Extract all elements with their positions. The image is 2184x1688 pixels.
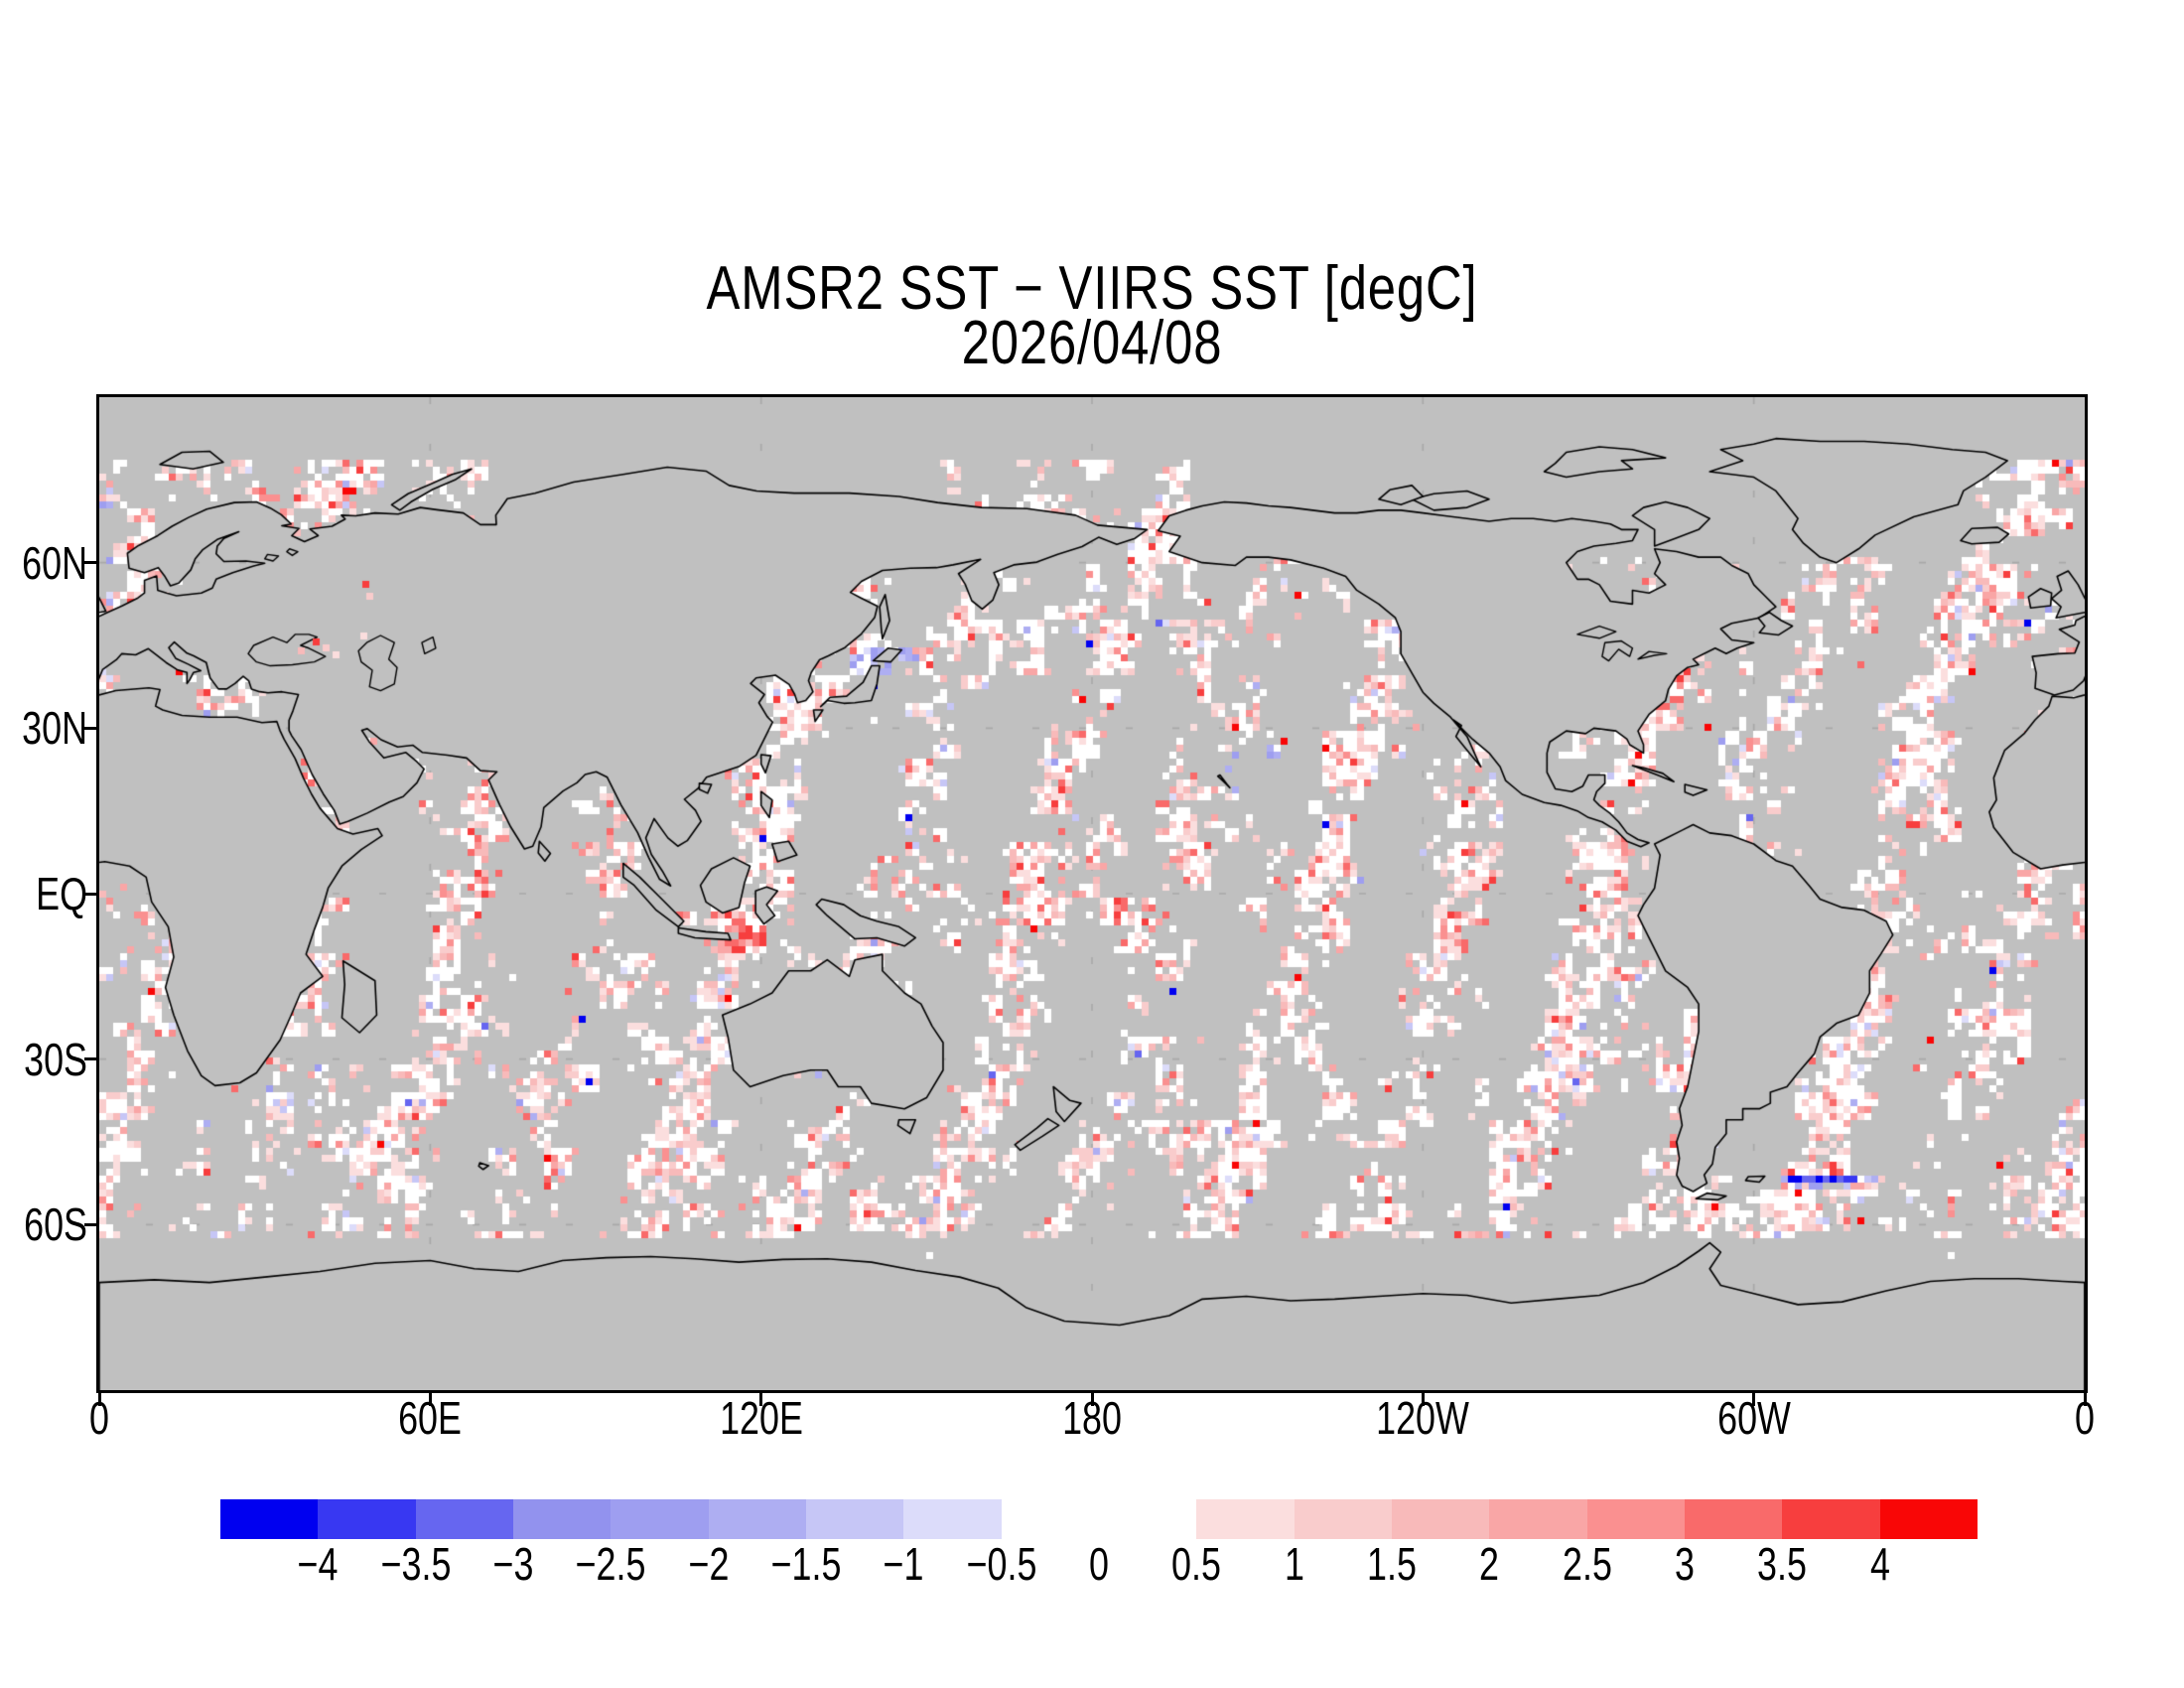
colorbar-cell [415,1499,514,1539]
y-axis-label: 30S [24,1033,87,1085]
x-axis-tick [1090,1393,1094,1406]
x-axis-label: 60W [1716,1392,1791,1444]
colorbar-tick-label: 0 [1088,1538,1109,1590]
x-axis-label: 0 [89,1392,109,1444]
y-axis-tick [84,892,99,896]
colorbar-tick-label: 3.5 [1757,1538,1808,1590]
colorbar-cell [903,1499,1003,1539]
colorbar-tick-label: 4 [1869,1538,1890,1590]
colorbar-tick-label: 2 [1479,1538,1500,1590]
colorbar-tick-label: −3.5 [380,1538,452,1590]
y-axis-label: 30N [22,702,87,755]
x-axis-label: 60E [398,1392,463,1444]
plot-title-date: 2026/04/08 [961,309,1223,377]
colorbar-cell [1684,1499,1783,1539]
x-axis-label: 120E [719,1392,803,1444]
colorbar-tick-label: −4 [297,1538,339,1590]
colorbar-cell [1391,1499,1490,1539]
colorbar-cell [708,1499,807,1539]
colorbar-tick-label: −1.5 [770,1538,842,1590]
x-axis-tick [1421,1393,1425,1406]
colorbar-tick-label: −2 [688,1538,730,1590]
colorbar-tick-label: −0.5 [966,1538,1037,1590]
x-axis-tick [2083,1393,2087,1406]
y-axis-tick [84,1057,99,1061]
colorbar-tick-label: 1.5 [1367,1538,1417,1590]
colorbar-cell [512,1499,612,1539]
x-axis-tick [97,1393,101,1406]
y-axis-tick [84,561,99,565]
colorbar-cell [1196,1499,1296,1539]
y-axis-label: EQ [36,868,87,919]
world-map-canvas [99,397,2085,1390]
colorbar-tick-label: 1 [1284,1538,1304,1590]
x-axis-label: 180 [1062,1392,1122,1444]
colorbar-tick-label: 3 [1674,1538,1695,1590]
colorbar-cell [220,1499,319,1539]
plot-title: AMSR2 SST − VIIRS SST [degC] 2026/04/08 [99,254,2085,377]
colorbar-cell [1879,1499,1979,1539]
y-axis-tick [84,1222,99,1226]
x-axis-label: 0 [2075,1392,2095,1444]
colorbar-cell [805,1499,904,1539]
colorbar-cell [1782,1499,1881,1539]
colorbar-cell [1489,1499,1588,1539]
x-axis-tick [1752,1393,1756,1406]
y-axis-tick [84,726,99,730]
colorbar-cell [1099,1499,1197,1539]
colorbar-cell [1586,1499,1686,1539]
colorbar-cell [1002,1499,1100,1539]
colorbar-tick-label: −3 [492,1538,534,1590]
colorbar [220,1499,1979,1539]
map-frame [96,394,2088,1393]
colorbar-tick-label: 0.5 [1171,1538,1222,1590]
x-axis-tick [428,1393,432,1406]
colorbar-tick-label: 2.5 [1562,1538,1612,1590]
colorbar-cell [318,1499,417,1539]
x-axis-tick [759,1393,763,1406]
colorbar-cell [611,1499,710,1539]
colorbar-tick-label: −2.5 [575,1538,646,1590]
plot-title-line1: AMSR2 SST − VIIRS SST [degC] [706,254,1478,323]
y-axis-label: 60S [24,1198,87,1251]
x-axis-label: 120W [1376,1392,1470,1444]
colorbar-tick-label: −1 [883,1538,924,1590]
y-axis-label: 60N [22,536,87,589]
colorbar-cell [1294,1499,1393,1539]
